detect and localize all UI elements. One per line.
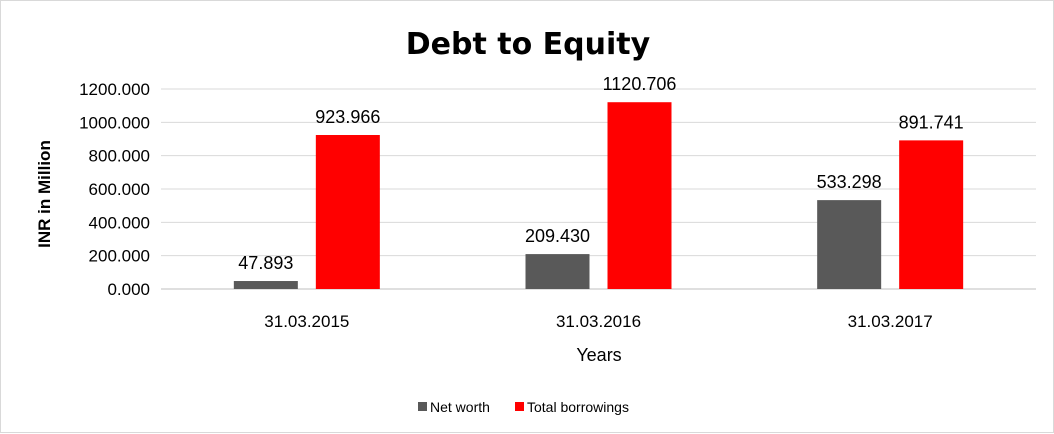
bars	[233, 102, 964, 289]
y-tick-label: 200.000	[89, 247, 150, 266]
y-tick-label: 1200.000	[79, 80, 150, 99]
legend-label: Total borrowings	[527, 399, 629, 415]
y-tick-label: 800.000	[89, 147, 150, 166]
x-axis-ticks: 31.03.2015 31.03.2016 31.03.2017	[264, 312, 932, 331]
bar-net-worth	[525, 254, 590, 289]
y-tick-label: 600.000	[89, 180, 150, 199]
data-label: 209.430	[525, 226, 590, 246]
chart-title: Debt to Equity	[406, 27, 651, 62]
x-tick-label: 31.03.2016	[556, 312, 641, 331]
y-tick-label: 400.000	[89, 213, 150, 232]
data-label: 1120.706	[603, 74, 677, 94]
y-tick-label: 1000.000	[79, 113, 150, 132]
bar-total-borrowings	[607, 102, 672, 289]
x-axis-title: Years	[576, 345, 621, 365]
legend-swatch	[418, 402, 427, 411]
legend: Net worth Total borrowings	[418, 399, 629, 415]
bar-total-borrowings	[899, 140, 964, 289]
bar-net-worth	[817, 200, 882, 289]
data-label: 533.298	[817, 172, 882, 192]
data-label: 47.893	[238, 253, 293, 273]
data-label: 891.741	[899, 112, 964, 132]
y-axis-title: INR in Million	[35, 140, 54, 248]
gridlines	[161, 88, 1036, 290]
bar-net-worth	[233, 281, 298, 289]
y-axis-ticks: 0.000 200.000 400.000 600.000 800.000 1000.00…	[79, 80, 150, 299]
data-label: 923.966	[315, 107, 380, 127]
x-tick-label: 31.03.2017	[848, 312, 933, 331]
y-tick-label: 0.000	[107, 280, 150, 299]
data-labels: 47.893 923.966 209.430 1120.706 533.298 891.7…	[238, 74, 963, 273]
legend-swatch	[515, 402, 524, 411]
x-tick-label: 31.03.2015	[264, 312, 349, 331]
bar-total-borrowings	[315, 135, 380, 289]
legend-label: Net worth	[430, 399, 490, 415]
